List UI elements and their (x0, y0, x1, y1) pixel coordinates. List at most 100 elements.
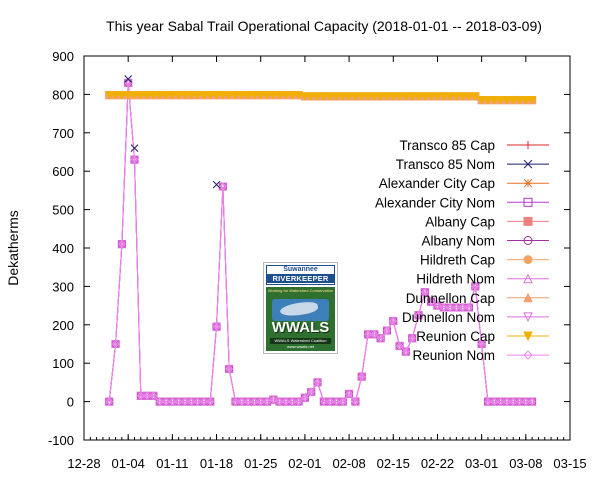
marker-triangle-down-filled (130, 91, 139, 100)
y-tick-label: 900 (52, 49, 74, 64)
marker-triangle-down-filled (483, 96, 493, 105)
marker-triangle-down-filled (237, 91, 247, 100)
legend-label: Reunion Cap (416, 329, 495, 344)
marker-triangle-down-filled (477, 96, 486, 105)
x-tick-label: 12-28 (67, 456, 100, 471)
legend-label: Alexander City Cap (379, 176, 495, 191)
logo-riverkeeper-banner: Suwannee RIVERKEEPER (266, 265, 335, 285)
marker-triangle-down-filled (351, 92, 360, 101)
x-tick-label: 01-04 (112, 456, 145, 471)
marker-diamond (206, 397, 215, 406)
marker-triangle-down-filled (471, 92, 480, 101)
marker-diamond (370, 330, 379, 339)
marker-cross (523, 159, 533, 169)
marker-diamond (490, 397, 499, 406)
marker-diamond (212, 322, 221, 331)
marker-triangle-down-filled (199, 91, 209, 100)
marker-triangle-down-filled (521, 96, 531, 105)
marker-triangle-down-filled (142, 91, 152, 100)
marker-diamond (508, 397, 518, 406)
marker-diamond (187, 397, 196, 406)
marker-triangle-down-filled (523, 331, 533, 342)
marker-diamond (243, 397, 253, 406)
marker-triangle-down-filled (256, 91, 266, 100)
marker-triangle-down-filled (104, 91, 114, 100)
series-reunion-cap (104, 91, 537, 105)
legend-entry: Dunnellon Nom (402, 310, 549, 325)
marker-triangle-down-filled (111, 91, 120, 100)
marker-circle-filled (523, 255, 533, 265)
marker-triangle-down-filled (370, 92, 379, 101)
marker-diamond (344, 389, 354, 399)
x-tick-label: 03-08 (509, 456, 542, 471)
marker-triangle (523, 273, 533, 284)
marker-triangle-down-filled (376, 92, 385, 101)
marker-triangle-down-filled (262, 91, 272, 100)
marker-circle (523, 236, 533, 245)
marker-triangle-down-filled (161, 91, 171, 100)
logo-coalition-bar: WWALS Watershed Coalition (270, 338, 331, 344)
marker-diamond (458, 303, 467, 312)
marker-triangle-down-filled (426, 92, 436, 101)
marker-diamond (313, 378, 322, 387)
marker-triangle-down-filled (401, 92, 411, 101)
marker-diamond (527, 397, 537, 406)
legend-label: Albany Cap (425, 214, 495, 229)
marker-triangle-down-filled (168, 91, 177, 100)
legend-entry: Albany Nom (421, 234, 549, 249)
marker-triangle-down-filled (439, 92, 449, 101)
marker-triangle-down-filled (313, 92, 322, 101)
marker-triangle-down-filled (155, 91, 165, 100)
marker-triangle-down-filled (496, 96, 505, 105)
marker-diamond (357, 372, 366, 381)
y-axis-label: Dekatherms (5, 210, 21, 285)
legend-label: Albany Nom (421, 234, 495, 249)
marker-triangle-down-filled (489, 96, 499, 105)
marker-triangle-down-filled (281, 91, 291, 100)
marker-diamond (408, 334, 417, 343)
marker-triangle-filled (523, 292, 533, 303)
series-transco-85-nom (124, 75, 221, 189)
legend-entry: Alexander City Nom (375, 195, 549, 210)
marker-triangle-down-filled (388, 92, 398, 101)
legend-entry: Alexander City Cap (379, 176, 549, 191)
marker-triangle-down-filled (180, 91, 190, 100)
marker-diamond (237, 397, 246, 406)
marker-diamond (464, 303, 474, 312)
marker-diamond (389, 316, 398, 326)
marker-diamond (325, 397, 335, 406)
marker-triangle-down-filled (420, 92, 430, 101)
x-tick-label: 01-25 (244, 456, 277, 471)
y-tick-label: 100 (52, 356, 74, 371)
y-tick-label: -100 (48, 433, 74, 448)
legend-entry: Transco 85 Nom (396, 157, 549, 172)
marker-triangle-down-filled (502, 96, 512, 105)
y-tick-label: 500 (52, 203, 74, 218)
marker-diamond (401, 347, 411, 356)
marker-triangle-down-filled (275, 91, 284, 100)
marker-diamond (445, 303, 455, 312)
marker-triangle-down-filled (407, 92, 417, 101)
x-tick-label: 01-11 (156, 456, 188, 471)
marker-diamond (471, 282, 480, 291)
x-tick-label: 02-08 (332, 456, 365, 471)
marker-diamond (351, 397, 360, 406)
marker-triangle-down-filled (395, 92, 404, 101)
marker-triangle-down-filled (452, 92, 461, 101)
marker-diamond (117, 239, 127, 249)
marker-cross (212, 180, 221, 189)
marker-triangle-down-filled (414, 92, 423, 101)
marker-diamond (376, 334, 385, 343)
marker-diamond (275, 397, 284, 406)
marker-cross (124, 75, 133, 83)
marker-triangle-down-filled (458, 92, 468, 101)
plot-frame (83, 55, 571, 441)
marker-diamond (319, 397, 329, 406)
x-tick-label: 02-22 (421, 456, 454, 471)
marker-triangle-down-filled (464, 92, 474, 101)
marker-triangle-down-filled (382, 92, 392, 101)
marker-triangle-down-filled (250, 91, 259, 100)
marker-diamond (136, 391, 146, 401)
marker-triangle-down-filled (218, 91, 228, 100)
